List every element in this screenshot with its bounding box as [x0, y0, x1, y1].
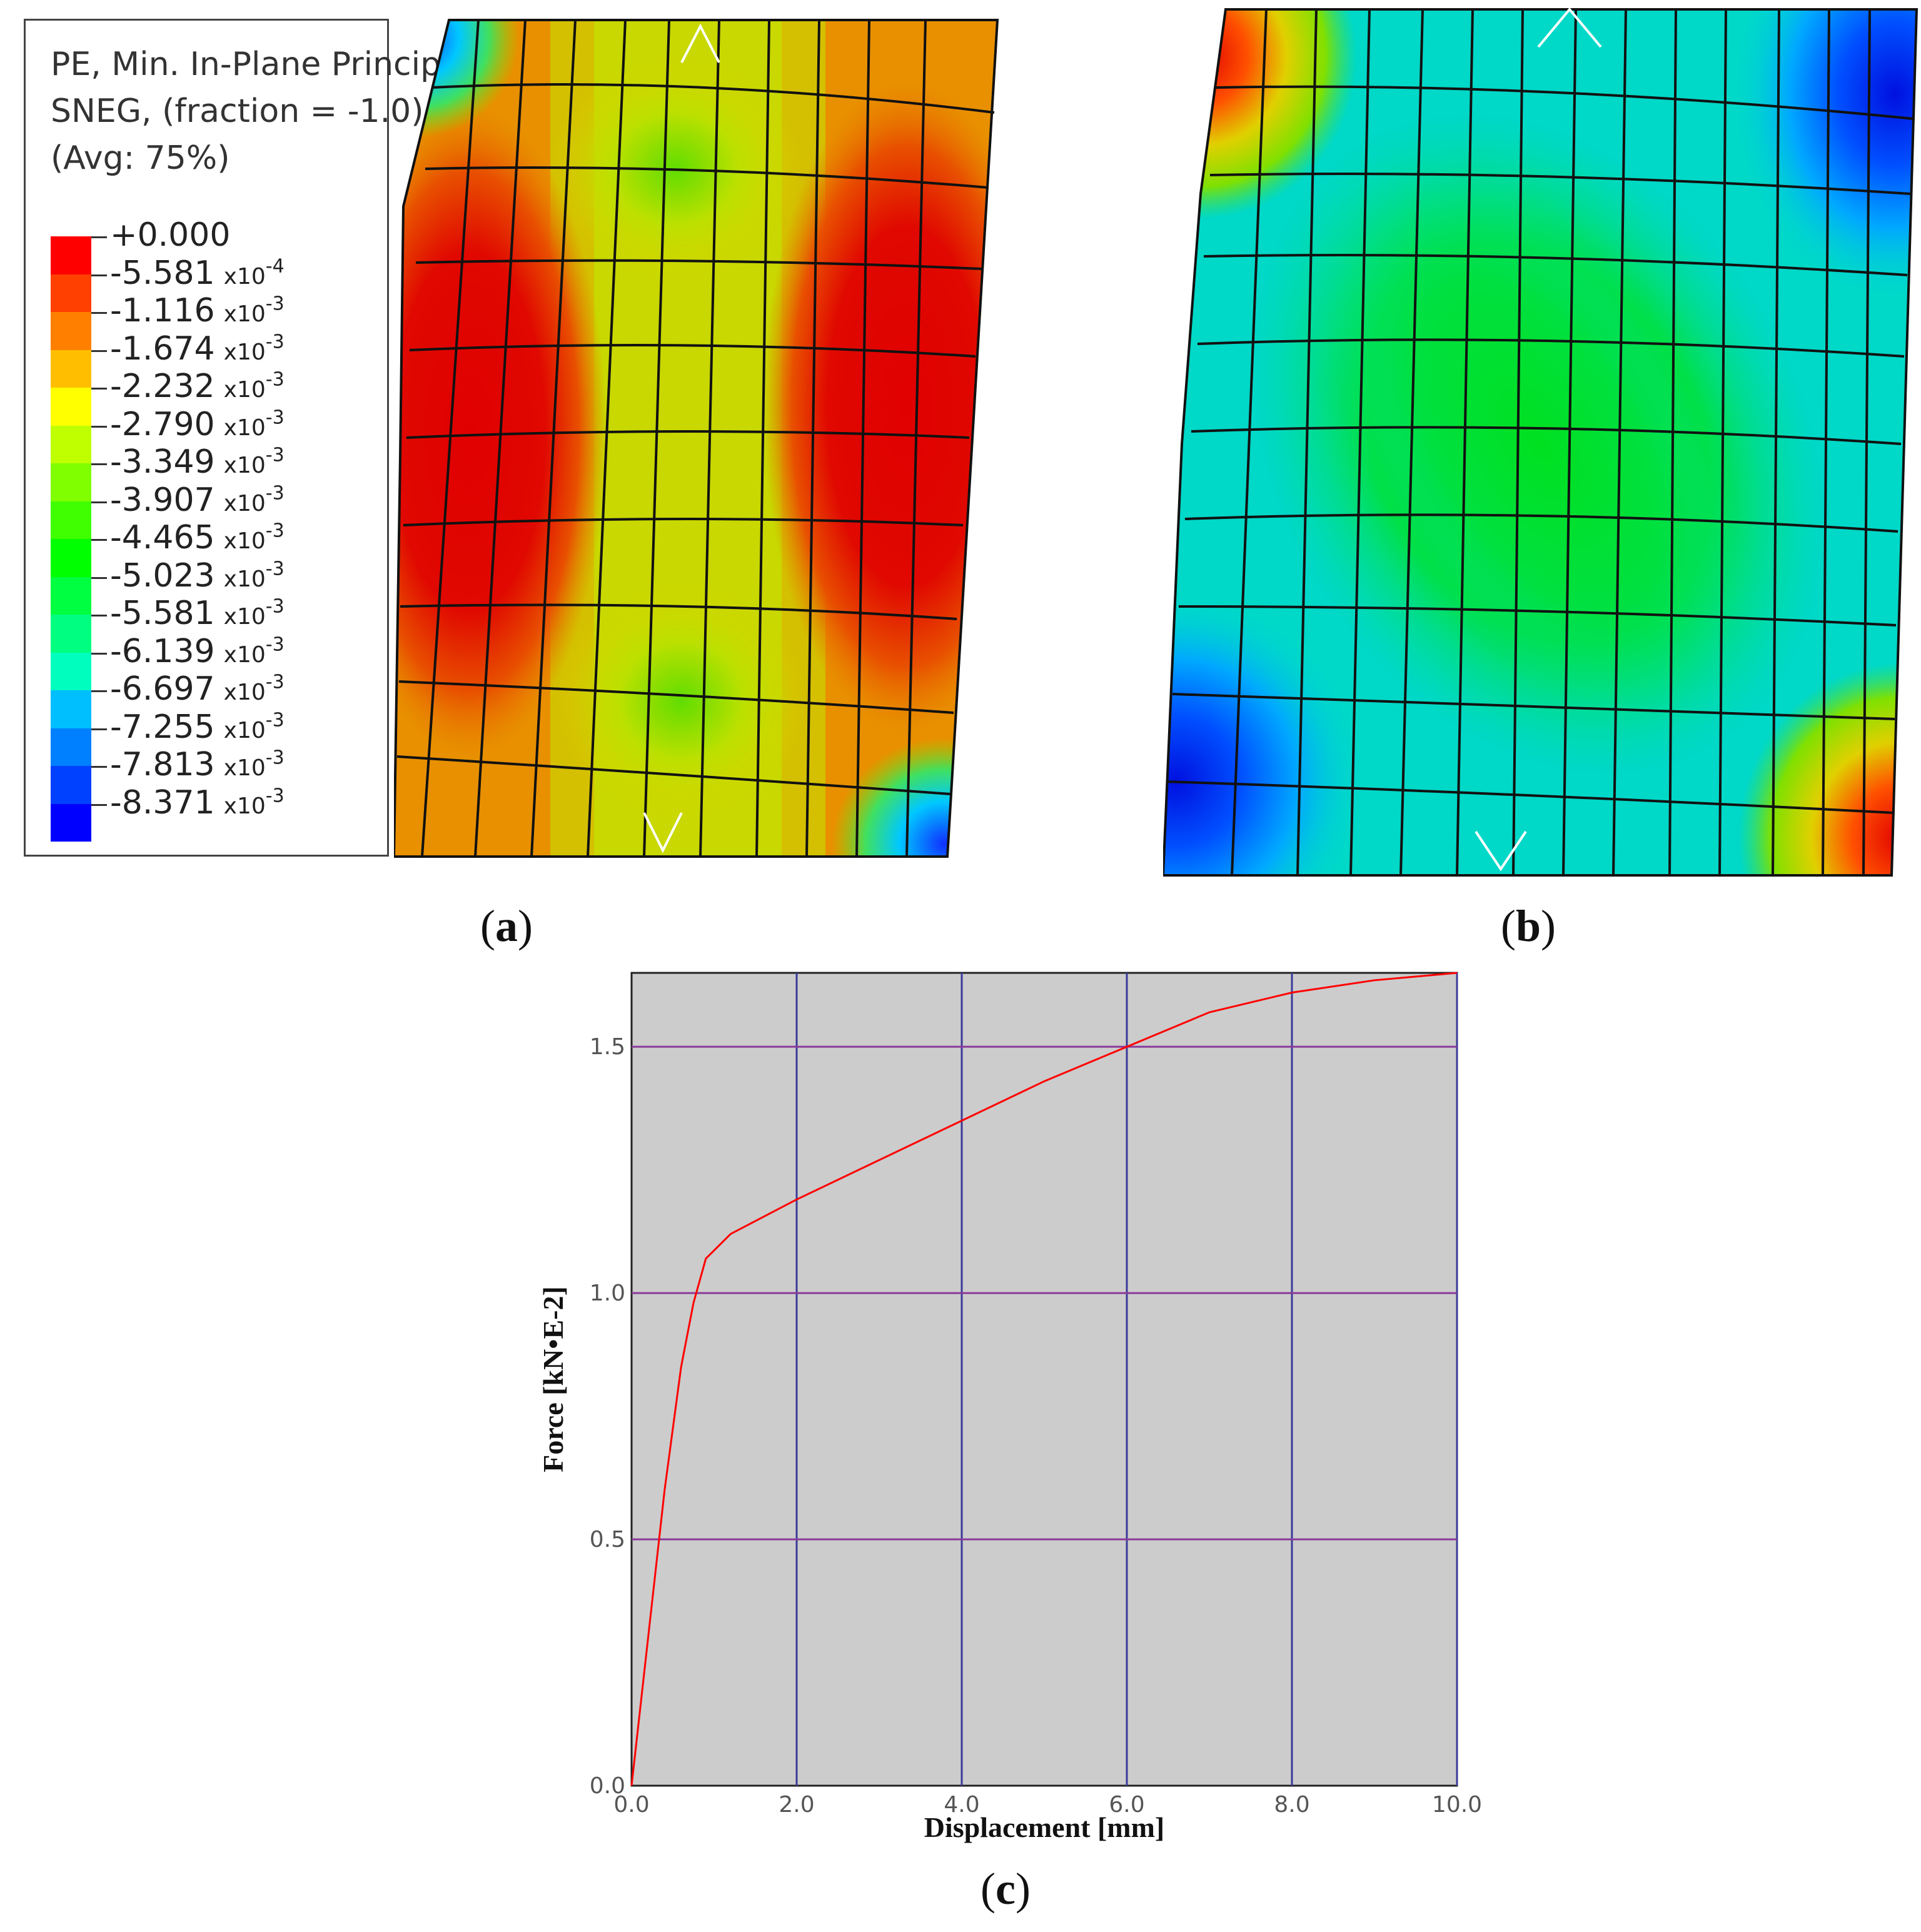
contour-legend: PE, Min. In-Plane Principal SNEG, (fract… — [24, 19, 470, 857]
legend-tick — [91, 463, 107, 465]
y-tick-label: 1.0 — [590, 1280, 625, 1306]
legend-level-label: -7.813 x10-3 — [110, 746, 285, 783]
legend-swatch — [51, 728, 91, 766]
x-tick-label: 2.0 — [779, 1792, 814, 1818]
legend-level-label: -2.232 x10-3 — [110, 368, 285, 405]
legend-title-line-3: (Avg: 75%) — [51, 139, 230, 177]
legend-tick — [91, 350, 107, 352]
caption-c: (c) — [981, 1864, 1031, 1914]
x-tick-label: 10.0 — [1432, 1792, 1482, 1818]
x-tick-label: 0.0 — [613, 1792, 649, 1818]
legend-swatch — [51, 388, 91, 426]
legend-level-label: -5.581 x10-4 — [110, 254, 285, 292]
caption-a: (a) — [480, 901, 533, 951]
legend-tick — [91, 728, 107, 730]
x-tick-label: 6.0 — [1109, 1792, 1144, 1818]
legend-swatch — [51, 803, 91, 842]
legend-swatch — [51, 425, 91, 463]
series-line — [630, 972, 1458, 1786]
legend-tick — [91, 803, 107, 806]
legend-level-label: -4.465 x10-3 — [110, 519, 285, 556]
legend-swatch — [51, 274, 91, 312]
legend-level-label: -3.907 x10-3 — [110, 481, 285, 519]
legend-swatch — [51, 615, 91, 653]
y-tick-label: 0.5 — [590, 1527, 625, 1552]
legend-tick — [91, 388, 107, 390]
legend-swatch — [51, 312, 91, 350]
x-axis-label: Displacement [mm] — [924, 1811, 1165, 1843]
x-tick-label: 4.0 — [944, 1792, 979, 1818]
legend-swatch — [51, 236, 91, 274]
contour-plot-a — [394, 19, 999, 858]
legend-tick — [91, 690, 107, 692]
legend-tick — [91, 539, 107, 541]
legend-tick — [91, 312, 107, 314]
legend-title-line-1: PE, Min. In-Plane Principal — [51, 46, 470, 83]
legend-level-label: -1.116 x10-3 — [110, 292, 285, 330]
legend-tick — [91, 425, 107, 428]
legend-swatch — [51, 463, 91, 501]
legend-tick — [91, 576, 107, 579]
legend-level-label: +0.000 — [110, 216, 231, 254]
legend-title-line-2: SNEG, (fraction = -1.0) — [51, 93, 424, 130]
legend-tick — [91, 274, 107, 276]
contour-plot-b — [1163, 7, 1918, 877]
y-axis-label: Force [kN•E-2] — [537, 1286, 569, 1472]
legend-level-label: -8.371 x10-3 — [110, 783, 285, 822]
legend-tick — [91, 501, 107, 503]
plot-area — [630, 972, 1458, 1787]
legend-level-label: -1.674 x10-3 — [110, 330, 285, 368]
force-displacement-chart: 0.0 2.0 4.0 6.0 8.0 10.0 0.0 0.5 1.0 1.5 Displace… — [537, 972, 1482, 1843]
legend-level-label: -6.139 x10-3 — [110, 632, 285, 670]
legend-tick — [91, 652, 107, 655]
legend-swatch — [51, 350, 91, 388]
legend-swatch — [51, 539, 91, 577]
legend-swatch — [51, 766, 91, 804]
legend-level-label: -5.023 x10-3 — [110, 556, 285, 595]
legend-swatch — [51, 501, 91, 539]
x-tick-label: 8.0 — [1274, 1792, 1309, 1818]
y-tick-label: 1.5 — [590, 1034, 625, 1060]
legend-tick — [91, 766, 107, 768]
legend-level-label: -7.255 x10-3 — [110, 708, 285, 746]
legend-level-label: -6.697 x10-3 — [110, 670, 285, 708]
y-tick-label: 0.0 — [590, 1773, 625, 1799]
legend-tick — [91, 236, 107, 238]
legend-swatch — [51, 690, 91, 728]
legend-level-label: -5.581 x10-3 — [110, 595, 285, 632]
legend-swatch — [51, 652, 91, 690]
legend-swatch — [51, 576, 91, 615]
legend-level-label: -3.349 x10-3 — [110, 443, 285, 481]
caption-b: (b) — [1501, 901, 1556, 951]
legend-level-label: -2.790 x10-3 — [110, 405, 285, 443]
legend-tick — [91, 615, 107, 616]
